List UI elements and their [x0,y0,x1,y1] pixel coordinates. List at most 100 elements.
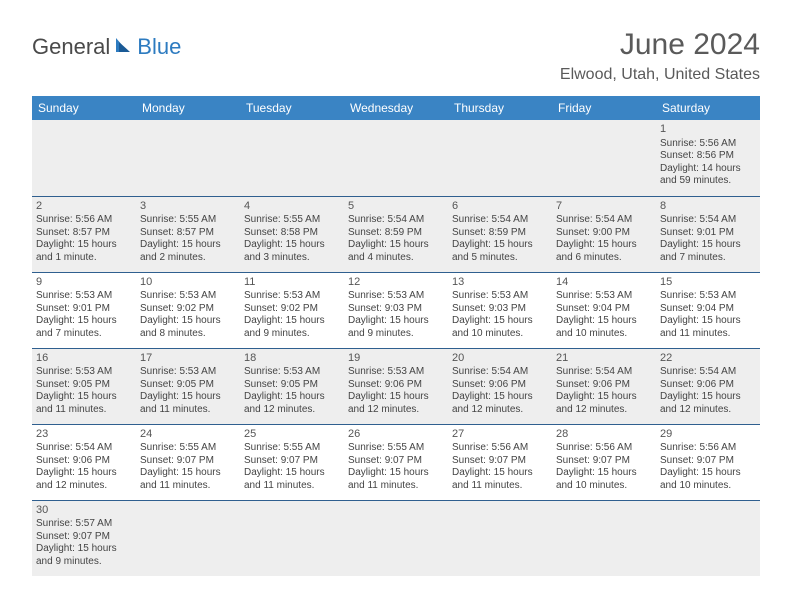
calendar-cell: 18Sunrise: 5:53 AMSunset: 9:05 PMDayligh… [240,348,344,424]
calendar-cell: 17Sunrise: 5:53 AMSunset: 9:05 PMDayligh… [136,348,240,424]
calendar-cell: 21Sunrise: 5:54 AMSunset: 9:06 PMDayligh… [552,348,656,424]
day-number: 29 [660,428,756,442]
sunset-text: Sunset: 8:57 PM [140,227,236,240]
sunset-text: Sunset: 9:01 PM [36,303,132,316]
sunset-text: Sunset: 9:01 PM [660,227,756,240]
calendar-cell: 19Sunrise: 5:53 AMSunset: 9:06 PMDayligh… [344,348,448,424]
daylight-text: Daylight: 15 hours and 5 minutes. [452,239,548,264]
sunrise-text: Sunrise: 5:53 AM [244,366,340,379]
calendar-cell-empty [552,120,656,196]
day-number: 28 [556,428,652,442]
sunrise-text: Sunrise: 5:56 AM [36,214,132,227]
daylight-text: Daylight: 15 hours and 12 minutes. [660,391,756,416]
weekday-header: Saturday [656,96,760,120]
day-number: 26 [348,428,444,442]
daylight-text: Daylight: 15 hours and 9 minutes. [36,543,132,568]
sunset-text: Sunset: 8:59 PM [348,227,444,240]
daylight-text: Daylight: 15 hours and 7 minutes. [660,239,756,264]
header: General Blue June 2024 Elwood, Utah, Uni… [32,28,760,84]
calendar-cell: 12Sunrise: 5:53 AMSunset: 9:03 PMDayligh… [344,272,448,348]
day-number: 7 [556,200,652,214]
sunrise-text: Sunrise: 5:54 AM [452,366,548,379]
sunrise-text: Sunrise: 5:53 AM [348,290,444,303]
sunset-text: Sunset: 9:02 PM [140,303,236,316]
calendar-body: 1Sunrise: 5:56 AMSunset: 8:56 PMDaylight… [32,120,760,576]
sunset-text: Sunset: 9:05 PM [140,379,236,392]
calendar-cell: 4Sunrise: 5:55 AMSunset: 8:58 PMDaylight… [240,196,344,272]
day-number: 2 [36,200,132,214]
day-number: 15 [660,276,756,290]
daylight-text: Daylight: 15 hours and 11 minutes. [140,467,236,492]
calendar-cell: 27Sunrise: 5:56 AMSunset: 9:07 PMDayligh… [448,424,552,500]
sunset-text: Sunset: 9:07 PM [660,455,756,468]
sunrise-text: Sunrise: 5:55 AM [244,214,340,227]
sunrise-text: Sunrise: 5:55 AM [140,442,236,455]
calendar-cell: 1Sunrise: 5:56 AMSunset: 8:56 PMDaylight… [656,120,760,196]
calendar-cell: 13Sunrise: 5:53 AMSunset: 9:03 PMDayligh… [448,272,552,348]
daylight-text: Daylight: 15 hours and 12 minutes. [244,391,340,416]
sunset-text: Sunset: 9:02 PM [244,303,340,316]
weekday-header: Wednesday [344,96,448,120]
sunset-text: Sunset: 9:05 PM [36,379,132,392]
sunrise-text: Sunrise: 5:53 AM [36,290,132,303]
sunrise-text: Sunrise: 5:56 AM [660,442,756,455]
sunset-text: Sunset: 8:56 PM [660,150,756,163]
weekday-header: Friday [552,96,656,120]
sunset-text: Sunset: 9:06 PM [452,379,548,392]
calendar-cell: 15Sunrise: 5:53 AMSunset: 9:04 PMDayligh… [656,272,760,348]
day-number: 22 [660,352,756,366]
daylight-text: Daylight: 15 hours and 11 minutes. [348,467,444,492]
logo-text-general: General [32,34,110,60]
calendar-cell: 7Sunrise: 5:54 AMSunset: 9:00 PMDaylight… [552,196,656,272]
sunset-text: Sunset: 9:06 PM [348,379,444,392]
day-number: 5 [348,200,444,214]
calendar-cell-empty [344,500,448,576]
daylight-text: Daylight: 15 hours and 9 minutes. [348,315,444,340]
sunrise-text: Sunrise: 5:56 AM [556,442,652,455]
logo-text-blue: Blue [137,34,181,60]
daylight-text: Daylight: 15 hours and 11 minutes. [452,467,548,492]
sunrise-text: Sunrise: 5:55 AM [348,442,444,455]
sunset-text: Sunset: 9:03 PM [348,303,444,316]
calendar-row: 2Sunrise: 5:56 AM Sunset: 8:57 PM Daylight… [32,196,760,272]
sunrise-text: Sunrise: 5:53 AM [36,366,132,379]
calendar-cell: 11Sunrise: 5:53 AMSunset: 9:02 PMDayligh… [240,272,344,348]
calendar-row: 1Sunrise: 5:56 AMSunset: 8:56 PMDaylight… [32,120,760,196]
sunset-text: Sunset: 9:07 PM [244,455,340,468]
logo-sail-icon [114,36,134,59]
day-number: 20 [452,352,548,366]
daylight-text: Daylight: 15 hours and 11 minutes. [244,467,340,492]
weekday-header: Sunday [32,96,136,120]
calendar-cell: 9Sunrise: 5:53 AMSunset: 9:01 PMDaylight… [32,272,136,348]
sunset-text: Sunset: 8:58 PM [244,227,340,240]
sunrise-text: Sunrise: 5:54 AM [660,366,756,379]
title-block: June 2024 Elwood, Utah, United States [560,28,760,84]
day-number: 21 [556,352,652,366]
day-number: 27 [452,428,548,442]
calendar-cell: 2Sunrise: 5:56 AMSunset: 8:57 PMDaylight… [32,196,136,272]
calendar-row: 9Sunrise: 5:53 AMSunset: 9:01 PMDaylight… [32,272,760,348]
weekday-header: Tuesday [240,96,344,120]
calendar-cell-empty [344,120,448,196]
sunset-text: Sunset: 9:07 PM [348,455,444,468]
daylight-text: Daylight: 15 hours and 1 minute. [36,239,132,264]
daylight-text: Daylight: 14 hours and 59 minutes. [660,163,756,188]
sunrise-text: Sunrise: 5:53 AM [348,366,444,379]
daylight-text: Daylight: 15 hours and 10 minutes. [452,315,548,340]
calendar-cell: 30Sunrise: 5:57 AMSunset: 9:07 PMDayligh… [32,500,136,576]
sunset-text: Sunset: 9:07 PM [452,455,548,468]
day-number: 10 [140,276,236,290]
day-number: 11 [244,276,340,290]
sunset-text: Sunset: 9:06 PM [36,455,132,468]
sunset-text: Sunset: 9:03 PM [452,303,548,316]
sunrise-text: Sunrise: 5:53 AM [660,290,756,303]
daylight-text: Daylight: 15 hours and 10 minutes. [660,467,756,492]
calendar-cell: 14Sunrise: 5:53 AMSunset: 9:04 PMDayligh… [552,272,656,348]
sunset-text: Sunset: 9:00 PM [556,227,652,240]
daylight-text: Daylight: 15 hours and 10 minutes. [556,467,652,492]
sunrise-text: Sunrise: 5:55 AM [140,214,236,227]
calendar-row: 16Sunrise: 5:53 AMSunset: 9:05 PMDayligh… [32,348,760,424]
daylight-text: Daylight: 15 hours and 6 minutes. [556,239,652,264]
daylight-text: Daylight: 15 hours and 12 minutes. [556,391,652,416]
sunset-text: Sunset: 9:07 PM [556,455,652,468]
